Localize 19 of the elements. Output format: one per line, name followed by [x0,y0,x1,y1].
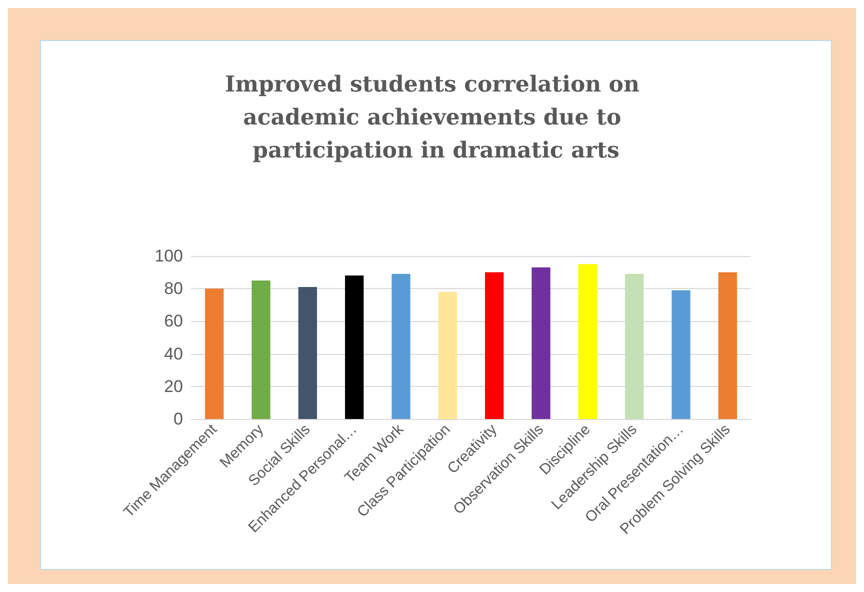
bar [672,290,690,419]
bar [392,274,410,419]
bar [205,288,224,419]
bar [532,267,550,419]
bar [718,272,737,419]
y-tick-label: 40 [164,344,183,364]
y-tick-label: 0 [174,410,183,428]
bar [485,272,504,419]
bar [625,274,644,419]
y-tick-label: 60 [164,312,183,331]
bar [252,280,270,419]
y-tick-label: 20 [164,376,183,396]
bar [298,286,317,419]
bar [345,276,364,419]
y-tick-label: 100 [154,246,183,266]
y-tick-label: 80 [164,279,183,298]
bar [578,264,597,419]
bar [438,292,457,419]
chart-title: Improved students correlation on academic achievements due to participation in dramatic arts [224,72,648,164]
